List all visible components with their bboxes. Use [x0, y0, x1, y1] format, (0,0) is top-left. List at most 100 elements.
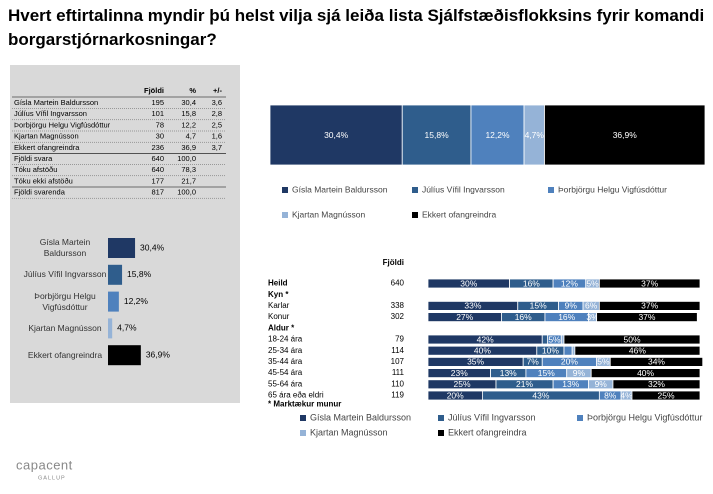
segment-label: 4,7%	[525, 130, 545, 140]
table-cell: 4,7	[186, 132, 196, 141]
category-label: Aldur *	[268, 323, 295, 332]
table-row-label: Fjöldi svarenda	[14, 188, 66, 197]
legend-swatch	[577, 415, 583, 421]
n-header: Fjöldi	[383, 258, 404, 267]
segment-label: 43%	[532, 390, 549, 400]
bar-segment	[596, 312, 698, 323]
segment-label: 35%	[467, 357, 484, 367]
segment-label: 4%	[620, 390, 633, 400]
n-value: 114	[391, 346, 404, 355]
table-cell: 177	[151, 176, 164, 185]
segment-label: 37%	[641, 278, 658, 288]
bar-value-label: 36,9%	[146, 349, 171, 359]
segment-label: 15%	[530, 301, 547, 311]
category-label: 55-64 ára	[268, 379, 303, 388]
bar-segment	[563, 334, 701, 345]
bar	[108, 291, 119, 312]
category-label: Kjartan Magnússon	[28, 322, 102, 333]
segment-label: 46%	[629, 345, 646, 355]
table-cell: 15,8	[181, 109, 196, 118]
segment-label: 9%	[595, 379, 608, 389]
bar-value-label: 4,7%	[117, 323, 137, 333]
legend-swatch	[438, 430, 444, 436]
table-header: %	[189, 86, 196, 95]
n-value: 640	[391, 279, 405, 288]
bar-segment	[269, 104, 403, 166]
segment-label: 10%	[542, 345, 559, 355]
legend-swatch	[412, 187, 418, 193]
segment-label: 21%	[516, 379, 533, 389]
legend-label: Gísla Martein Baldursson	[310, 412, 411, 422]
segment-label: 5%	[548, 334, 561, 344]
segment-label: 23%	[451, 368, 468, 378]
segment-label: 42%	[477, 334, 494, 344]
bar-segment	[609, 356, 704, 367]
table-cell: 817	[151, 188, 164, 197]
category-label: 65 ára eða eldri	[268, 391, 324, 400]
n-value: 110	[391, 379, 404, 388]
segment-label: 5%	[586, 278, 599, 288]
segment-label: 9%	[573, 368, 586, 378]
legend-swatch	[300, 415, 306, 421]
bar-segment	[401, 104, 472, 166]
segment-label: 13%	[562, 379, 579, 389]
bar	[108, 238, 136, 258]
segment-label: 37%	[638, 312, 655, 322]
bar-segment	[574, 345, 701, 356]
title-box: Hvert eftirtalinna myndir þú helst vilja…	[8, 6, 705, 49]
segment-label: 33%	[464, 301, 481, 311]
legend-swatch	[548, 187, 554, 193]
category-label: 35-44 ára	[268, 357, 303, 366]
table-row-label: Fjöldi svara	[14, 154, 53, 163]
table-cell: 195	[151, 98, 164, 107]
segment-label: 12%	[561, 278, 578, 288]
bar-segment	[598, 300, 701, 311]
segment-label: 5%	[597, 357, 610, 367]
segment-label: 37%	[641, 301, 658, 311]
segment-label: 20%	[447, 390, 464, 400]
table-row-label: Tóku ekki afstöðu	[14, 176, 73, 185]
bar-segment	[631, 390, 701, 401]
title: Hvert eftirtalinna myndir þú helst vilja…	[8, 6, 705, 49]
legend-swatch	[282, 187, 288, 193]
table-cell: 100,0	[177, 188, 196, 197]
legend-label: Ekkert ofangreindra	[422, 209, 496, 219]
segment-label: 15,8%	[425, 130, 450, 140]
table-row-label: Kjartan Magnússon	[14, 132, 79, 141]
table-row-label: Ekkert ofangreindra	[14, 143, 80, 152]
bar-segment	[571, 345, 576, 356]
table-cell: 100,0	[177, 154, 196, 163]
category-label-box: Kjartan Magnússon	[28, 322, 102, 333]
segment-label: 16%	[558, 312, 575, 322]
logo-sub: GALLUP	[38, 475, 66, 481]
legend-label: Kjartan Magnússon	[292, 209, 366, 219]
table-cell: 3,6	[212, 98, 222, 107]
n-value: 119	[391, 391, 404, 400]
bar-value-label: 15,8%	[127, 269, 152, 279]
segment-label: 3%	[586, 312, 599, 322]
n-value: 338	[391, 301, 405, 310]
table-row-label: Gísla Martein Baldursson	[14, 98, 98, 107]
bar-segment	[590, 368, 701, 379]
bar-segment	[560, 334, 565, 345]
category-label: Heild	[268, 279, 288, 288]
n-value: 111	[392, 368, 405, 377]
segment-label: 32%	[648, 379, 665, 389]
table-row-label: Júlíus Vífil Ingvarsson	[14, 109, 87, 118]
legend-label: Gísla Martein Baldursson	[292, 184, 388, 194]
table-cell: 101	[151, 109, 164, 118]
table-cell: 12,2	[181, 120, 196, 129]
segment-label: 40%	[637, 368, 654, 378]
bar-value-label: 12,2%	[124, 296, 149, 306]
segment-label: 36,9%	[613, 130, 638, 140]
table-cell: 2,5	[212, 120, 222, 129]
legend-label: Þorbjörgu Helgu Vigfúsdóttur	[558, 184, 667, 194]
n-value: 107	[391, 357, 405, 366]
segment-label: 25%	[657, 390, 674, 400]
logo-name: capacent	[16, 457, 73, 472]
category-label: Júlíus Vífil Ingvarsson	[23, 269, 107, 280]
table-cell: 36,9	[181, 143, 196, 152]
segment-label: 16%	[523, 278, 540, 288]
table-cell: 640	[151, 154, 164, 163]
